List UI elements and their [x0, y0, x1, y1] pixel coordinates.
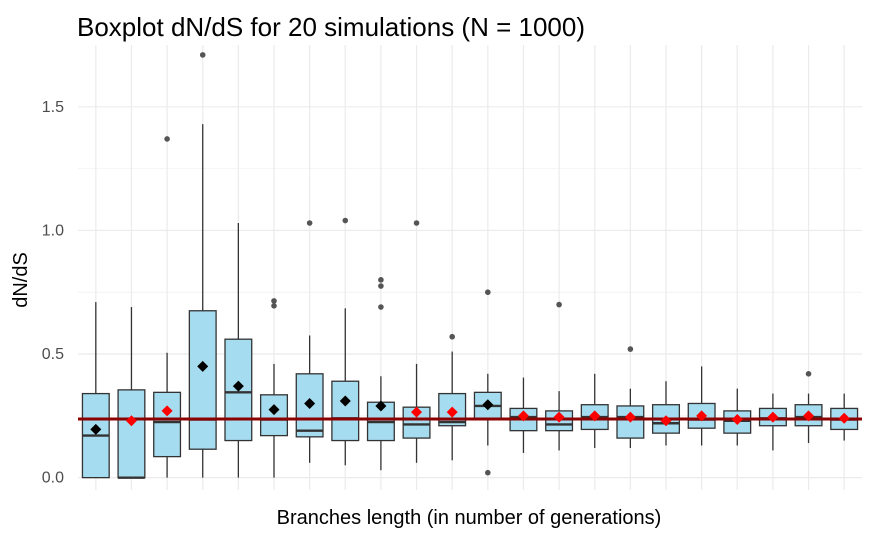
mean-marker	[660, 415, 672, 427]
y-tick-labels: 0.0 0.5 1.0 1.5	[42, 99, 64, 487]
mean-marker	[731, 414, 743, 426]
y-tick-label: 0.0	[42, 470, 64, 487]
box-group	[117, 307, 146, 479]
box-group	[224, 223, 253, 478]
box-group	[259, 298, 289, 478]
mean-marker	[90, 423, 102, 435]
means-layer	[90, 360, 850, 435]
mean-marker	[553, 411, 565, 423]
outlier-point	[378, 277, 384, 283]
y-tick-label: 1.0	[42, 222, 64, 239]
box	[188, 310, 217, 450]
mean-marker	[624, 411, 636, 423]
box-group	[331, 217, 360, 466]
mean-marker	[161, 405, 173, 417]
mean-marker	[696, 410, 708, 422]
box-group	[438, 333, 467, 461]
box-group	[81, 302, 110, 479]
mean-marker	[446, 406, 458, 418]
box-group	[188, 52, 217, 478]
outlier-point	[805, 371, 812, 377]
outlier-point	[199, 52, 206, 58]
box-group	[687, 366, 716, 446]
box	[153, 391, 182, 458]
outlier-point	[271, 303, 277, 309]
outlier-point	[271, 298, 277, 304]
outlier-point	[449, 333, 455, 340]
y-tick-label: 1.5	[42, 99, 64, 116]
outlier-point	[556, 301, 562, 308]
mean-marker	[482, 399, 494, 411]
mean-marker	[838, 412, 850, 424]
box	[687, 402, 716, 429]
mean-marker	[803, 410, 815, 422]
box	[331, 380, 360, 442]
box	[259, 394, 289, 437]
box	[117, 389, 146, 479]
chart-title: Boxplot dN/dS for 20 simulations (N = 10…	[77, 12, 585, 42]
outlier-point	[378, 283, 384, 289]
outlier-point	[485, 469, 491, 476]
mean-marker	[589, 410, 601, 422]
outlier-point	[378, 304, 384, 310]
mean-marker	[197, 360, 209, 372]
outlier-point	[413, 220, 420, 226]
x-axis-label: Branches length (in number of generation…	[277, 507, 662, 529]
mean-marker	[517, 410, 529, 422]
outlier-point	[627, 346, 634, 352]
mean-marker	[268, 404, 280, 416]
y-axis-label: dN/dS	[10, 252, 32, 308]
boxes-layer	[81, 52, 859, 479]
outlier-point	[164, 136, 170, 142]
outlier-point	[485, 289, 491, 296]
mean-marker	[411, 406, 423, 418]
outlier-point	[306, 220, 313, 226]
mean-marker	[125, 415, 137, 427]
mean-marker	[232, 380, 244, 392]
mean-marker	[767, 411, 779, 423]
box-group	[153, 136, 182, 478]
outlier-point	[342, 217, 349, 224]
mean-marker	[304, 397, 316, 409]
y-tick-label: 0.5	[42, 346, 64, 363]
box-group	[545, 301, 574, 451]
mean-marker	[375, 400, 387, 412]
mean-marker	[339, 395, 351, 407]
box-group	[651, 381, 681, 446]
